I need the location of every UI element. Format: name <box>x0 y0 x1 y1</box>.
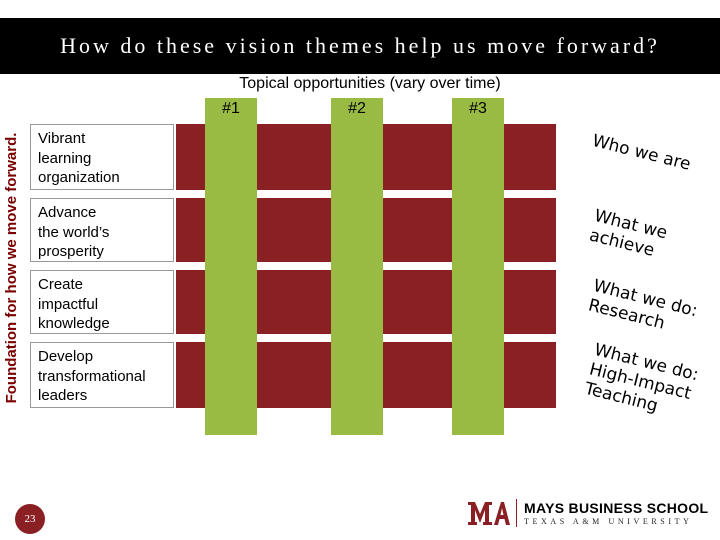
note-what-we-do-teaching: What we do: High-Impact Teaching <box>582 340 700 424</box>
logo-divider <box>516 499 517 527</box>
row-label-2: Advance the world’s prosperity <box>30 198 174 262</box>
row-label-3: Create impactful knowledge <box>30 270 174 334</box>
column-3 <box>452 98 504 435</box>
row-4-line-3: leaders <box>38 387 88 404</box>
topical-opportunities-label: Topical opportunities (vary over time) <box>239 75 501 92</box>
row-2-line-2: the world’s <box>38 223 110 241</box>
column-2 <box>331 98 383 435</box>
column-1-label: #1 <box>222 100 240 117</box>
column-1 <box>205 98 257 435</box>
row-label-4: Develop transformational leaders <box>30 342 174 408</box>
note-who-we-are: Who we are <box>590 131 693 175</box>
row-label-1: Vibrant learning organization <box>30 124 174 190</box>
texas-am-logo-icon <box>468 502 510 525</box>
row-4-line-2: transformational <box>38 367 146 385</box>
slide-title: How do these vision themes help us move … <box>60 33 660 58</box>
mays-logo: MAYS BUSINESS SCHOOL TEXAS A&M UNIVERSIT… <box>466 496 714 530</box>
foundation-side-label: Foundation for how we move forward. <box>3 132 20 404</box>
row-3-line-3: knowledge <box>38 315 110 332</box>
column-3-label: #3 <box>469 100 487 117</box>
note-1-line-1: Who we are <box>590 131 693 175</box>
note-what-we-do-research: What we do: Research <box>586 276 699 341</box>
page-number: 23 <box>15 504 45 534</box>
row-4-line-1: Develop <box>38 348 94 365</box>
note-what-we-achieve: What we achieve <box>587 206 669 263</box>
row-3-line-1: Create <box>38 276 84 293</box>
row-1-line-1: Vibrant <box>38 130 86 147</box>
row-1-line-2: learning <box>38 149 92 167</box>
logo-university-name: TEXAS A&M UNIVERSITY <box>524 517 693 526</box>
column-2-label: #2 <box>348 100 366 117</box>
row-2-line-1: Advance <box>38 204 97 221</box>
row-3-line-2: impactful <box>38 295 99 313</box>
logo-school-name: MAYS BUSINESS SCHOOL <box>524 500 709 516</box>
row-1-line-3: organization <box>38 169 120 186</box>
title-bar: How do these vision themes help us move … <box>0 18 720 74</box>
row-2-line-3: prosperity <box>38 243 104 260</box>
